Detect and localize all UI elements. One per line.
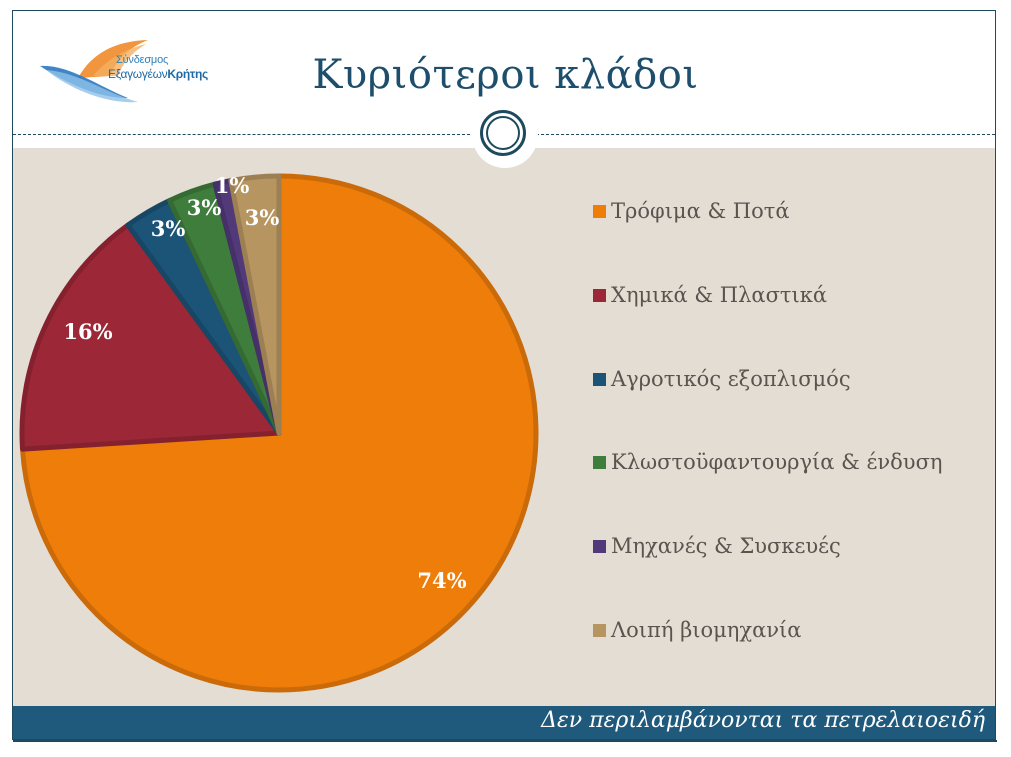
- footer-underline: [13, 740, 997, 742]
- legend-label: Τρόφιμα & Ποτά: [611, 199, 790, 223]
- legend-swatch-icon: [593, 288, 606, 302]
- legend-label: Μηχανές & Συσκευές: [611, 534, 841, 558]
- legend-item-chemicals-plastics: Χημικά & Πλαστικά: [593, 280, 827, 310]
- legend-label: Αγροτικός εξοπλισμός: [611, 367, 851, 391]
- pie-data-label: 1%: [215, 173, 250, 198]
- legend-item-food-drinks: Τρόφιμα & Ποτά: [593, 196, 790, 226]
- legend-label: Λοιπή βιομηχανία: [611, 618, 802, 642]
- slide-title: Κυριότεροι κλάδοι: [312, 52, 699, 98]
- dashed-divider-right: [536, 134, 995, 135]
- legend-item-textiles-clothing: Κλωστοϋφαντουργία & ένδυση: [593, 447, 943, 477]
- legend-label: Κλωστοϋφαντουργία & ένδυση: [611, 450, 943, 474]
- pie-data-label: 3%: [187, 195, 222, 220]
- dashed-divider-left: [13, 134, 475, 135]
- legend-item-machines-appliances: Μηχανές & Συσκευές: [593, 531, 841, 561]
- legend-label: Χημικά & Πλαστικά: [611, 283, 828, 307]
- logo: Σύνδεσμος ΕξαγωγέωνΚρήτης: [38, 36, 228, 108]
- pie-data-label: 16%: [63, 319, 112, 344]
- legend-swatch-icon: [593, 204, 606, 218]
- pie-data-label: 3%: [245, 205, 280, 230]
- legend-swatch-icon: [593, 455, 606, 469]
- circle-ornament-outer-ring-icon: [480, 110, 526, 156]
- pie-slice: [19, 222, 282, 452]
- footer-note: Δεν περιλαμβάνονται τα πετρελαιοειδή: [541, 708, 985, 733]
- legend-swatch-icon: [593, 372, 606, 386]
- footer-bar: Δεν περιλαμβάνονται τα πετρελαιοειδή: [13, 706, 995, 739]
- logo-wave-icon: [40, 40, 148, 103]
- pie-data-label: 3%: [151, 216, 186, 241]
- pie-slice: [228, 173, 282, 436]
- logo-text-line1: Σύνδεσμος: [116, 54, 169, 66]
- slide-frame: [12, 10, 996, 740]
- circle-ornament-inner-ring-icon: [486, 116, 520, 150]
- legend-item-agricultural-equipment: Αγροτικός εξοπλισμός: [593, 364, 851, 394]
- logo-text-line2: ΕξαγωγέωνΚρήτης: [108, 67, 208, 81]
- pie-data-label: 74%: [417, 568, 466, 593]
- legend-swatch-icon: [593, 623, 606, 637]
- legend-item-other-industry: Λοιπή βιομηχανία: [593, 615, 801, 645]
- legend-swatch-icon: [593, 539, 606, 553]
